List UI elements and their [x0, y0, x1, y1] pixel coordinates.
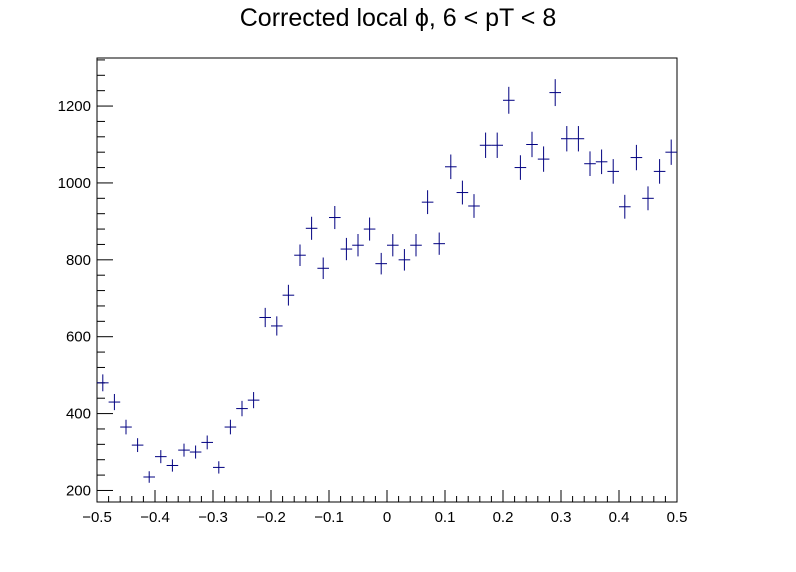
data-point — [456, 180, 469, 205]
data-point — [607, 159, 619, 184]
data-point — [387, 234, 399, 257]
x-tick-label: 0.2 — [493, 509, 514, 526]
data-point — [213, 461, 225, 474]
data-point — [584, 151, 596, 177]
data-point — [445, 154, 457, 180]
data-point — [305, 216, 318, 240]
y-tick-label: 200 — [66, 482, 91, 499]
x-tick-label: −0.5 — [82, 509, 112, 526]
data-point — [236, 400, 248, 417]
data-point — [619, 194, 631, 219]
data-point — [433, 232, 445, 255]
data-point — [166, 459, 179, 472]
data-point — [317, 257, 329, 280]
chart-title: Corrected local ϕ, 6 < pT < 8 — [239, 4, 557, 32]
data-point — [271, 316, 283, 336]
data-point — [642, 186, 654, 211]
x-tick-label: −0.2 — [256, 509, 286, 526]
data-point — [526, 131, 538, 158]
x-tick-label: 0.5 — [667, 509, 688, 526]
y-tick-label: 1000 — [58, 175, 91, 192]
x-tick-label: 0 — [383, 509, 391, 526]
x-tick-label: 0.1 — [435, 509, 456, 526]
data-point — [120, 419, 132, 435]
x-tick-label: −0.4 — [140, 509, 170, 526]
data-point — [665, 139, 677, 165]
data-point — [514, 155, 527, 180]
data-point — [363, 217, 376, 241]
data-point — [224, 419, 237, 435]
data-point — [410, 234, 422, 257]
data-point — [97, 374, 109, 392]
data-point — [143, 471, 155, 483]
data-point — [340, 237, 353, 261]
x-tick-label: −0.1 — [314, 509, 344, 526]
data-point — [189, 445, 202, 459]
data-point — [352, 234, 364, 257]
data-point — [630, 144, 643, 171]
data-point — [108, 393, 121, 411]
y-tick-label: 600 — [66, 329, 91, 346]
y-tick-label: 400 — [66, 406, 91, 423]
data-point — [503, 86, 515, 114]
data-point — [491, 132, 503, 158]
x-tick-label: 0.4 — [609, 509, 630, 526]
data-point — [294, 244, 306, 266]
data-point — [282, 284, 295, 306]
data-point — [595, 149, 608, 175]
x-tick-label: −0.3 — [198, 509, 228, 526]
plot-frame — [96, 57, 678, 503]
data-markers — [97, 79, 677, 483]
data-point — [468, 194, 480, 218]
data-point — [178, 443, 190, 457]
data-point — [155, 450, 167, 464]
data-point — [479, 132, 492, 158]
data-point — [572, 126, 585, 152]
data-point — [375, 252, 387, 275]
y-tick-label: 800 — [66, 252, 91, 269]
y-tick-label: 1200 — [58, 98, 91, 115]
data-point — [398, 249, 411, 271]
data-point — [201, 435, 213, 450]
x-axis: −0.5 −0.4 −0.3 −0.2 −0.1 0 0.1 0.2 0.3 0.4 0.5 — [82, 490, 687, 526]
data-point — [131, 438, 144, 453]
data-point — [537, 146, 550, 172]
data-point — [259, 307, 271, 328]
data-point — [421, 190, 434, 215]
data-point — [653, 159, 666, 184]
x-tick-label: 0.3 — [551, 509, 572, 526]
data-point — [329, 206, 341, 230]
data-point — [247, 392, 260, 409]
data-point — [561, 126, 573, 152]
y-axis: 200 400 600 800 1000 1200 — [58, 58, 113, 502]
data-point — [549, 79, 561, 107]
